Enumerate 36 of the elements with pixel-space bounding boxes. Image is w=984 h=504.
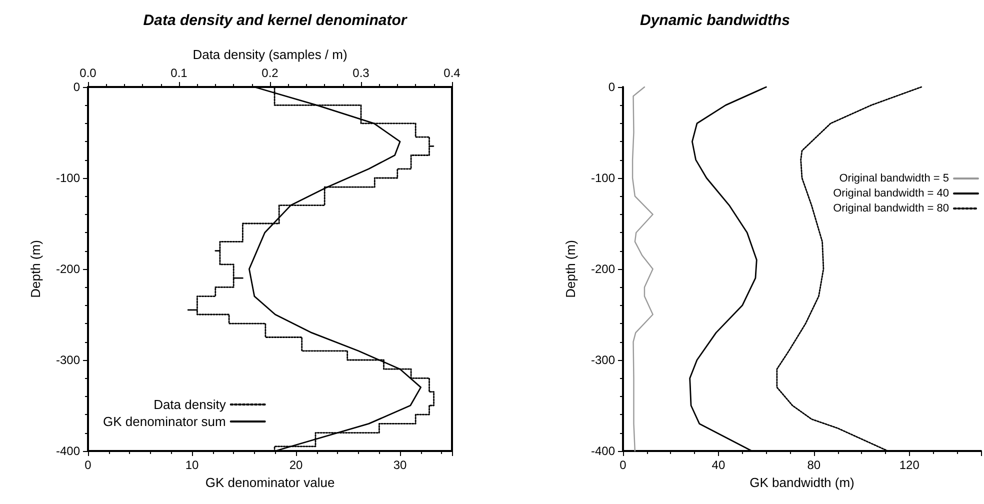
legend-label: Data density: [154, 397, 226, 412]
x2-tick-label: 0.2: [262, 66, 279, 80]
y-axis-title: Depth (m): [28, 240, 43, 298]
y-tick-label: -300: [590, 353, 616, 367]
x-axis-title: GK bandwidth (m): [750, 474, 854, 490]
x2-axis-title: Data density (samples / m): [192, 47, 348, 62]
y-tick-label: -200: [590, 262, 616, 276]
y-tick-label: -200: [56, 262, 80, 276]
legend-label: Original bandwidth = 5: [839, 172, 949, 184]
x-tick-label: 30: [393, 458, 407, 472]
x-tick-label: 10: [185, 458, 199, 472]
x2-tick-label: 0.3: [352, 66, 370, 80]
x-axis-title: GK denominator value: [205, 474, 335, 490]
y-tick-label: -300: [56, 353, 80, 367]
y-tick-label: 0: [608, 80, 616, 94]
x-tick-label: 120: [899, 458, 920, 472]
y-tick-label: -400: [590, 444, 616, 458]
x2-tick-label: 0.4: [444, 66, 461, 80]
x-tick-label: 0: [620, 458, 627, 472]
y-tick-label: -400: [56, 444, 80, 458]
y-tick-label: 0: [73, 80, 80, 94]
y-tick-label: -100: [590, 171, 616, 185]
line-series: [632, 86, 654, 452]
x2-tick-label: 0.1: [170, 66, 188, 80]
chart-title: Data density and kernel denominator: [143, 12, 408, 29]
y-tick-label: -100: [56, 171, 80, 185]
legend-label: Original bandwidth = 40: [833, 188, 949, 200]
legend-label: GK denominator sum: [102, 414, 226, 429]
x-tick-label: 0: [84, 458, 92, 472]
legend-label: Original bandwidth = 80: [833, 202, 949, 214]
chart-title: Dynamic bandwidths: [640, 12, 790, 29]
y-axis-title: Depth (m): [563, 240, 578, 298]
x-tick-label: 40: [712, 458, 726, 472]
x-tick-label: 80: [807, 458, 821, 472]
x-tick-label: 20: [289, 458, 303, 472]
x2-tick-label: 0.0: [80, 66, 97, 80]
